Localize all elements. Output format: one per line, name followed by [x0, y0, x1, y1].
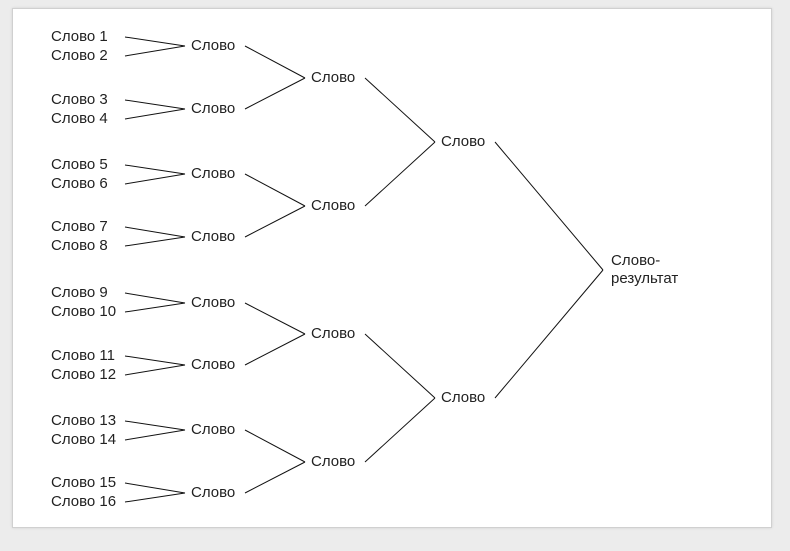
- connector-line: [125, 109, 185, 119]
- leaf-label: Слово 2: [51, 47, 108, 64]
- connector-line: [365, 78, 435, 142]
- connector-line: [245, 462, 305, 493]
- connector-line: [245, 430, 305, 462]
- node-l1: Слово: [191, 294, 235, 311]
- connector-line: [245, 174, 305, 206]
- connector-line: [125, 483, 185, 493]
- leaf-label: Слово 6: [51, 175, 108, 192]
- connector-line: [125, 430, 185, 440]
- node-l2: Слово: [311, 197, 355, 214]
- connector-line: [125, 293, 185, 303]
- node-l1: Слово: [191, 100, 235, 117]
- connector-line: [245, 206, 305, 237]
- connector-line: [245, 46, 305, 78]
- bracket-diagram: Слово 1 Слово 2 Слово 3 Слово 4 Слово 5 Слово…: [12, 8, 772, 528]
- connector-line: [125, 365, 185, 375]
- node-l2: Слово: [311, 69, 355, 86]
- leaf-label: Слово 9: [51, 284, 108, 301]
- node-l2: Слово: [311, 453, 355, 470]
- node-l2: Слово: [311, 325, 355, 342]
- node-l1: Слово: [191, 356, 235, 373]
- leaf-label: Слово 3: [51, 91, 108, 108]
- connector-line: [365, 334, 435, 398]
- leaf-label: Слово 14: [51, 431, 116, 448]
- leaf-label: Слово 7: [51, 218, 108, 235]
- connector-line: [125, 165, 185, 174]
- connector-line: [125, 37, 185, 46]
- leaf-label: Слово 13: [51, 412, 116, 429]
- leaf-label: Слово 11: [51, 347, 115, 364]
- leaf-label: Слово 10: [51, 303, 116, 320]
- result-label: результат: [611, 270, 678, 287]
- connector-line: [245, 334, 305, 365]
- connector-line: [495, 142, 603, 270]
- node-l1: Слово: [191, 484, 235, 501]
- connector-line: [245, 78, 305, 109]
- node-l1: Слово: [191, 37, 235, 54]
- connector-line: [125, 303, 185, 312]
- node-l1: Слово: [191, 421, 235, 438]
- connector-line: [245, 303, 305, 334]
- leaf-label: Слово 16: [51, 493, 116, 510]
- connector-line: [365, 142, 435, 206]
- node-l3: Слово: [441, 389, 485, 406]
- leaf-label: Слово 12: [51, 366, 116, 383]
- connector-line: [365, 398, 435, 462]
- node-l3: Слово: [441, 133, 485, 150]
- node-l1: Слово: [191, 228, 235, 245]
- leaf-label: Слово 15: [51, 474, 116, 491]
- leaf-label: Слово 4: [51, 110, 108, 127]
- connector-line: [125, 174, 185, 184]
- node-l1: Слово: [191, 165, 235, 182]
- connector-line: [125, 100, 185, 109]
- connector-line: [125, 46, 185, 56]
- connector-line: [125, 237, 185, 246]
- connector-line: [125, 493, 185, 502]
- connector-line: [125, 356, 185, 365]
- leaf-label: Слово 8: [51, 237, 108, 254]
- connector-line: [125, 421, 185, 430]
- leaf-label: Слово 1: [51, 28, 108, 45]
- connector-line: [125, 227, 185, 237]
- result-label: Слово-: [611, 252, 660, 269]
- connector-line: [495, 270, 603, 398]
- bracket-svg: Слово 1 Слово 2 Слово 3 Слово 4 Слово 5 Слово…: [13, 9, 773, 529]
- leaf-label: Слово 5: [51, 156, 108, 173]
